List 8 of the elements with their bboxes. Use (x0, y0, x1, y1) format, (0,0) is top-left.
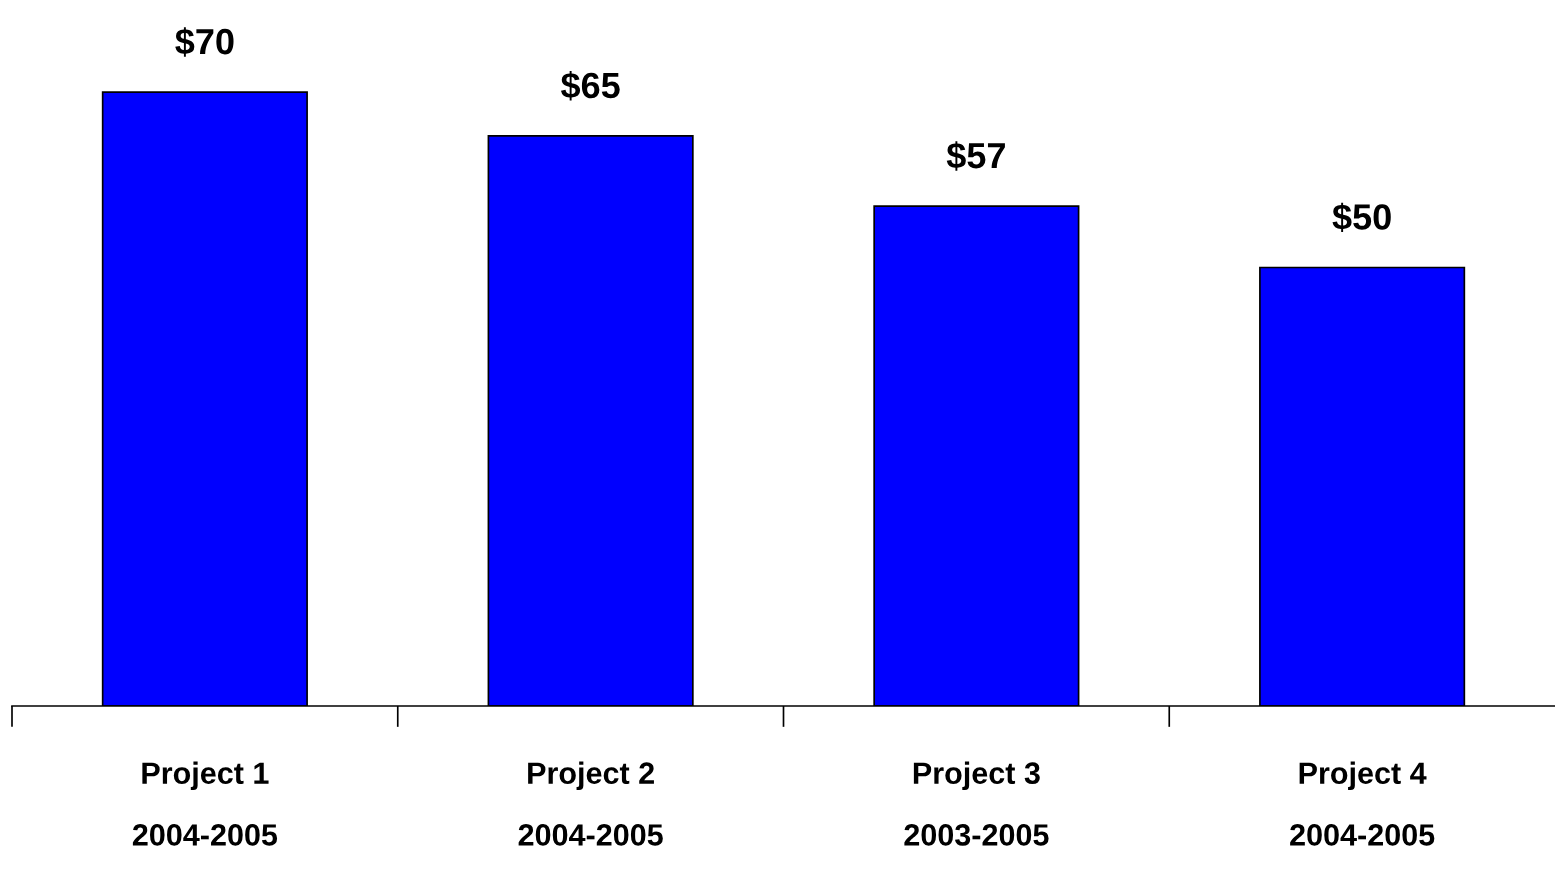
x-tick-label: Project 2 2004-2005 (518, 761, 663, 846)
x-tick-label: Project 1 2004-2005 (132, 761, 278, 846)
x-tick-label: Project 4 2004-2005 (1290, 761, 1435, 846)
data-label: $65 (560, 71, 620, 101)
data-label: $50 (1332, 202, 1391, 233)
x-tick-label: Project 3 2003-2005 (904, 761, 1049, 846)
data-label: $57 (946, 141, 1005, 171)
data-label: $70 (175, 27, 234, 57)
